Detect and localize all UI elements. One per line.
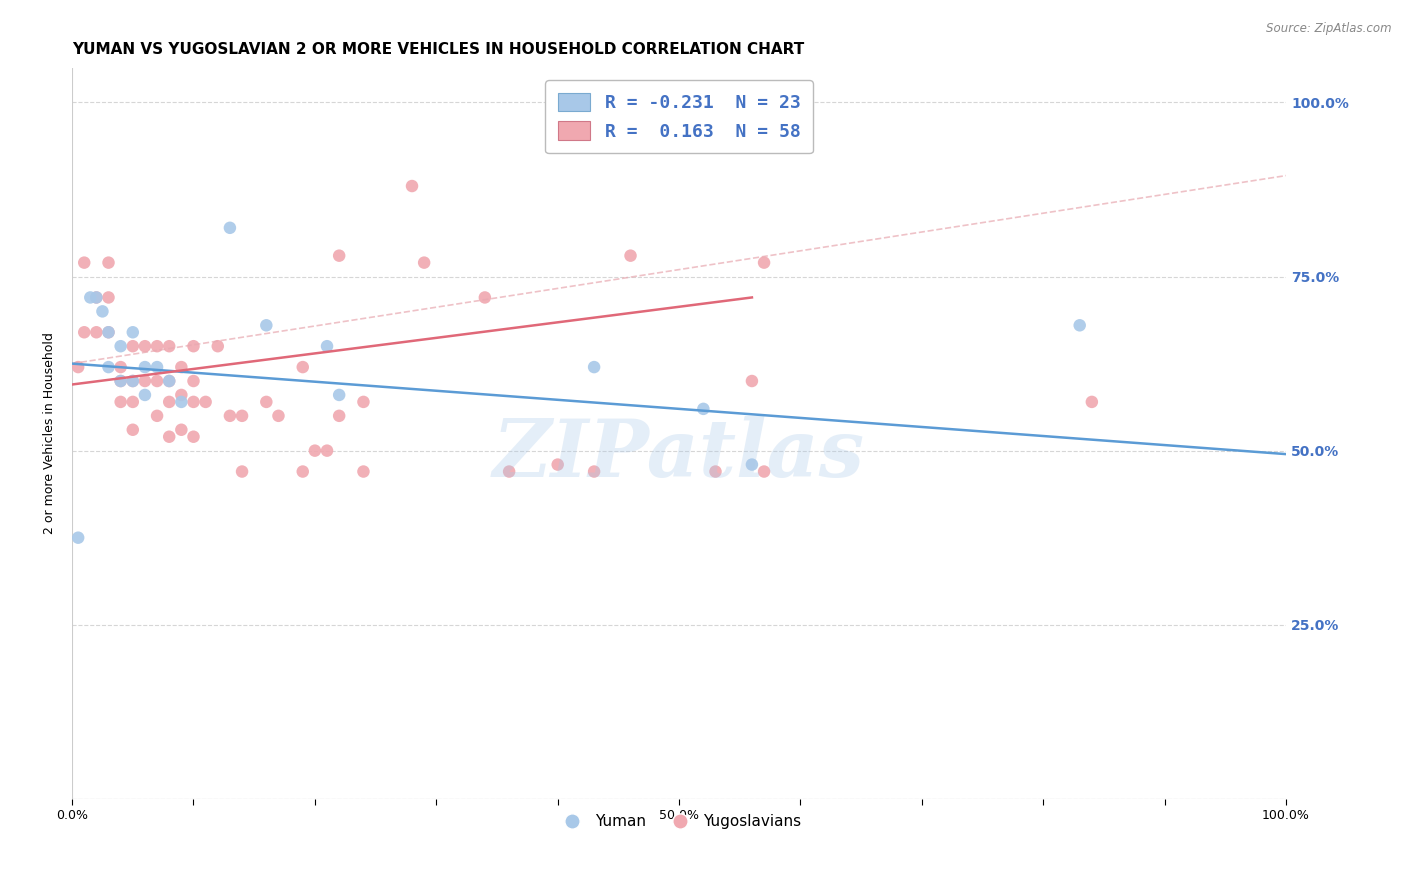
Point (121, 395, 143, 409)
Point (170, 395, 193, 409)
Text: Source: ZipAtlas.com: Source: ZipAtlas.com (1267, 22, 1392, 36)
Point (231, 465, 253, 479)
Point (79, 290, 101, 304)
Point (121, 325, 143, 339)
Point (207, 339, 229, 353)
Point (741, 374, 763, 388)
Point (110, 339, 132, 353)
Point (752, 255, 775, 269)
Point (194, 395, 217, 409)
Point (157, 374, 180, 388)
Point (97, 325, 120, 339)
Point (110, 374, 132, 388)
Point (110, 374, 132, 388)
Point (619, 249, 641, 263)
Point (219, 220, 242, 235)
Point (146, 409, 169, 423)
Point (254, 318, 277, 333)
Text: YUMAN VS YUGOSLAVIAN 2 OR MORE VEHICLES IN HOUSEHOLD CORRELATION CHART: YUMAN VS YUGOSLAVIAN 2 OR MORE VEHICLES … (72, 42, 804, 57)
Point (121, 374, 143, 388)
Point (86, 290, 108, 304)
Point (304, 443, 326, 458)
Point (583, 360, 606, 375)
Point (97, 255, 120, 269)
Text: ZIPatlas: ZIPatlas (494, 417, 865, 494)
Point (328, 409, 350, 423)
Point (157, 430, 180, 444)
Point (328, 388, 350, 402)
Point (146, 374, 169, 388)
Point (583, 465, 606, 479)
Point (121, 423, 143, 437)
Point (67, 360, 90, 375)
Point (231, 409, 253, 423)
Point (170, 388, 193, 402)
Point (183, 395, 205, 409)
Y-axis label: 2 or more Vehicles in Household: 2 or more Vehicles in Household (44, 333, 56, 534)
Point (146, 360, 169, 375)
Point (316, 443, 339, 458)
Point (291, 465, 314, 479)
Point (291, 360, 314, 375)
Point (183, 339, 205, 353)
Point (110, 395, 132, 409)
Point (97, 325, 120, 339)
Point (741, 458, 763, 472)
Point (121, 339, 143, 353)
Point (474, 290, 496, 304)
Point (91, 304, 114, 318)
Point (267, 409, 290, 423)
Point (97, 360, 120, 375)
Point (413, 255, 436, 269)
Point (316, 339, 339, 353)
Point (1069, 318, 1091, 333)
Point (1081, 395, 1104, 409)
Point (401, 179, 423, 194)
Point (352, 395, 374, 409)
Point (157, 374, 180, 388)
Point (134, 374, 156, 388)
Point (73, 255, 96, 269)
Point (352, 465, 374, 479)
Point (97, 290, 120, 304)
Point (183, 374, 205, 388)
Point (498, 465, 520, 479)
Point (157, 395, 180, 409)
Point (752, 465, 775, 479)
Point (67, 531, 90, 545)
Point (86, 290, 108, 304)
Point (170, 360, 193, 375)
Point (121, 374, 143, 388)
Point (170, 423, 193, 437)
Point (183, 430, 205, 444)
Point (547, 458, 569, 472)
Point (254, 395, 277, 409)
Point (219, 409, 242, 423)
Point (86, 325, 108, 339)
Point (134, 360, 156, 375)
Point (110, 360, 132, 375)
Point (134, 339, 156, 353)
Point (73, 325, 96, 339)
Point (328, 249, 350, 263)
Point (157, 339, 180, 353)
Point (134, 388, 156, 402)
Point (692, 401, 714, 416)
Point (704, 465, 727, 479)
Point (146, 339, 169, 353)
Legend: Yuman, Yugoslavians: Yuman, Yugoslavians (551, 808, 807, 835)
